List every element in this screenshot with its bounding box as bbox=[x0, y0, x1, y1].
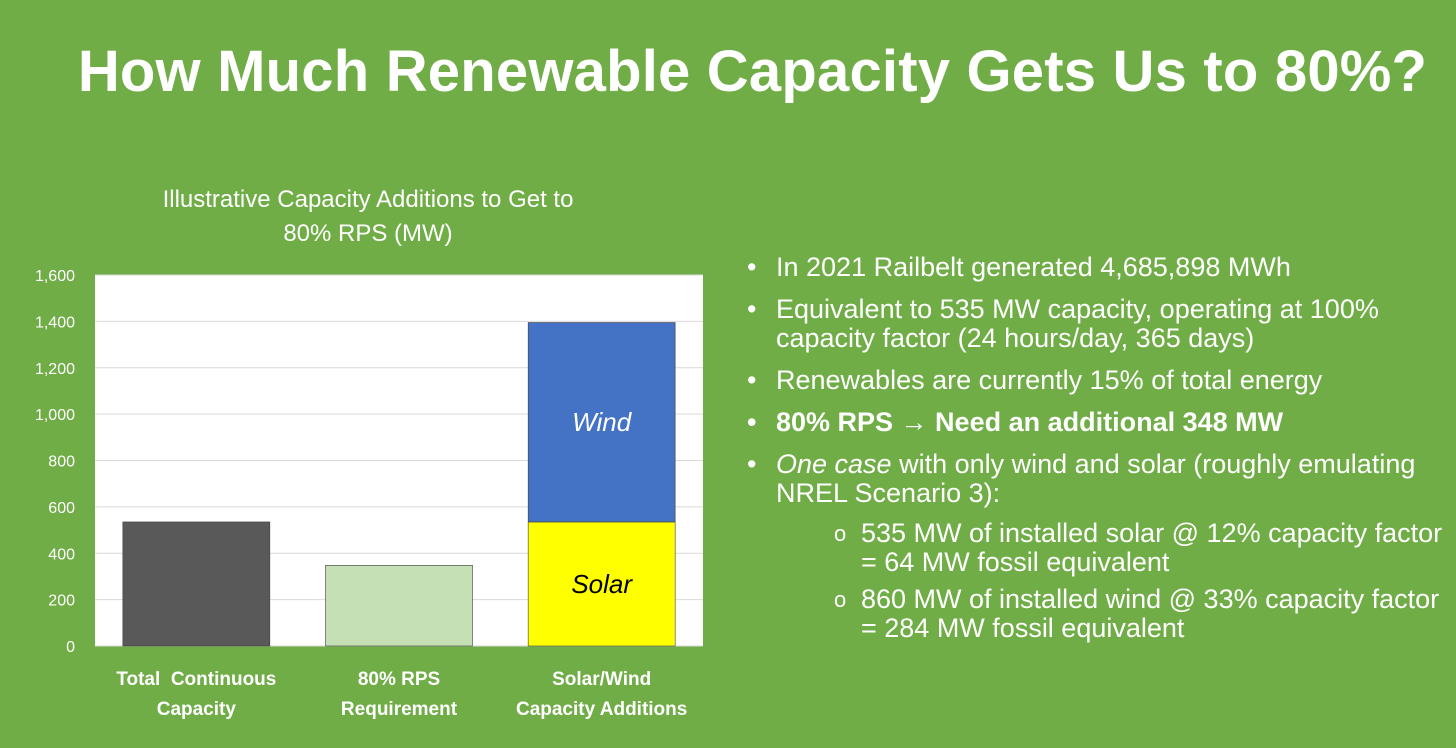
chart-title-line-1: Illustrative Capacity Additions to Get t… bbox=[162, 186, 574, 213]
x-category-label: 80% RPS bbox=[358, 669, 440, 690]
y-tick-label: 1,000 bbox=[35, 407, 75, 424]
sub-bullet-wind-text: 860 MW of installed wind @ 33% capacity … bbox=[861, 584, 1440, 643]
y-tick-label: 1,200 bbox=[35, 361, 75, 378]
sub-bullet-solar: o 535 MW of installed solar @ 12% capaci… bbox=[776, 519, 1445, 577]
one-case-text: with only wind and solar (roughly emulat… bbox=[776, 449, 1416, 508]
y-tick-label: 400 bbox=[48, 546, 75, 563]
bullet-list: In 2021 Railbelt generated 4,685,898 MWh… bbox=[745, 253, 1445, 656]
bullet-item-equivalent-capacity: Equivalent to 535 MW capacity, operating… bbox=[745, 295, 1445, 353]
bar-segment bbox=[527, 521, 676, 647]
bullet-item-rps-need: 80% RPS → Need an additional 348 MW bbox=[745, 408, 1445, 438]
stacked-bar-chart: 0 200 400 600 800 1,000 1,200 1,400 1,600 Total C… bbox=[35, 268, 703, 720]
sub-bullet-marker: o bbox=[834, 521, 847, 546]
x-category-label: Requirement bbox=[341, 699, 458, 720]
chart-title-line-2: 80% RPS (MW) bbox=[283, 220, 453, 247]
bar-segment bbox=[122, 521, 271, 647]
bullet-item-one-case: One case with only wind and solar (rough… bbox=[745, 450, 1445, 643]
y-tick-label: 1,400 bbox=[35, 314, 75, 331]
bar-segment bbox=[527, 322, 676, 523]
bullet-item-generation: In 2021 Railbelt generated 4,685,898 MWh bbox=[745, 253, 1445, 283]
y-tick-label: 1,600 bbox=[35, 268, 75, 285]
sub-bullet-marker: o bbox=[834, 587, 847, 612]
y-tick-label: 200 bbox=[48, 593, 75, 610]
y-tick-label: 800 bbox=[48, 454, 75, 471]
y-tick-label: 0 bbox=[66, 639, 75, 656]
bar-segment-label: Solar bbox=[571, 569, 633, 599]
one-case-emphasis: One case bbox=[776, 449, 892, 479]
y-tick-label: 600 bbox=[48, 500, 75, 517]
sub-bullet-wind: o 860 MW of installed wind @ 33% capacit… bbox=[776, 585, 1445, 643]
bullet-item-renewables-share: Renewables are currently 15% of total en… bbox=[745, 366, 1445, 396]
bar-segment-label: Wind bbox=[572, 407, 633, 437]
bar-segment bbox=[325, 565, 473, 647]
x-category-label: Capacity bbox=[157, 699, 237, 720]
x-category-label: Solar/Wind bbox=[552, 669, 651, 690]
chart-title: Illustrative Capacity Additions to Get t… bbox=[100, 183, 636, 251]
sub-bullet-solar-text: 535 MW of installed solar @ 12% capacity… bbox=[861, 518, 1443, 577]
x-category-label: Capacity Additions bbox=[516, 699, 687, 720]
x-category-label: Total Continuous bbox=[116, 669, 276, 690]
slide-title: How Much Renewable Capacity Gets Us to 8… bbox=[77, 39, 1428, 104]
